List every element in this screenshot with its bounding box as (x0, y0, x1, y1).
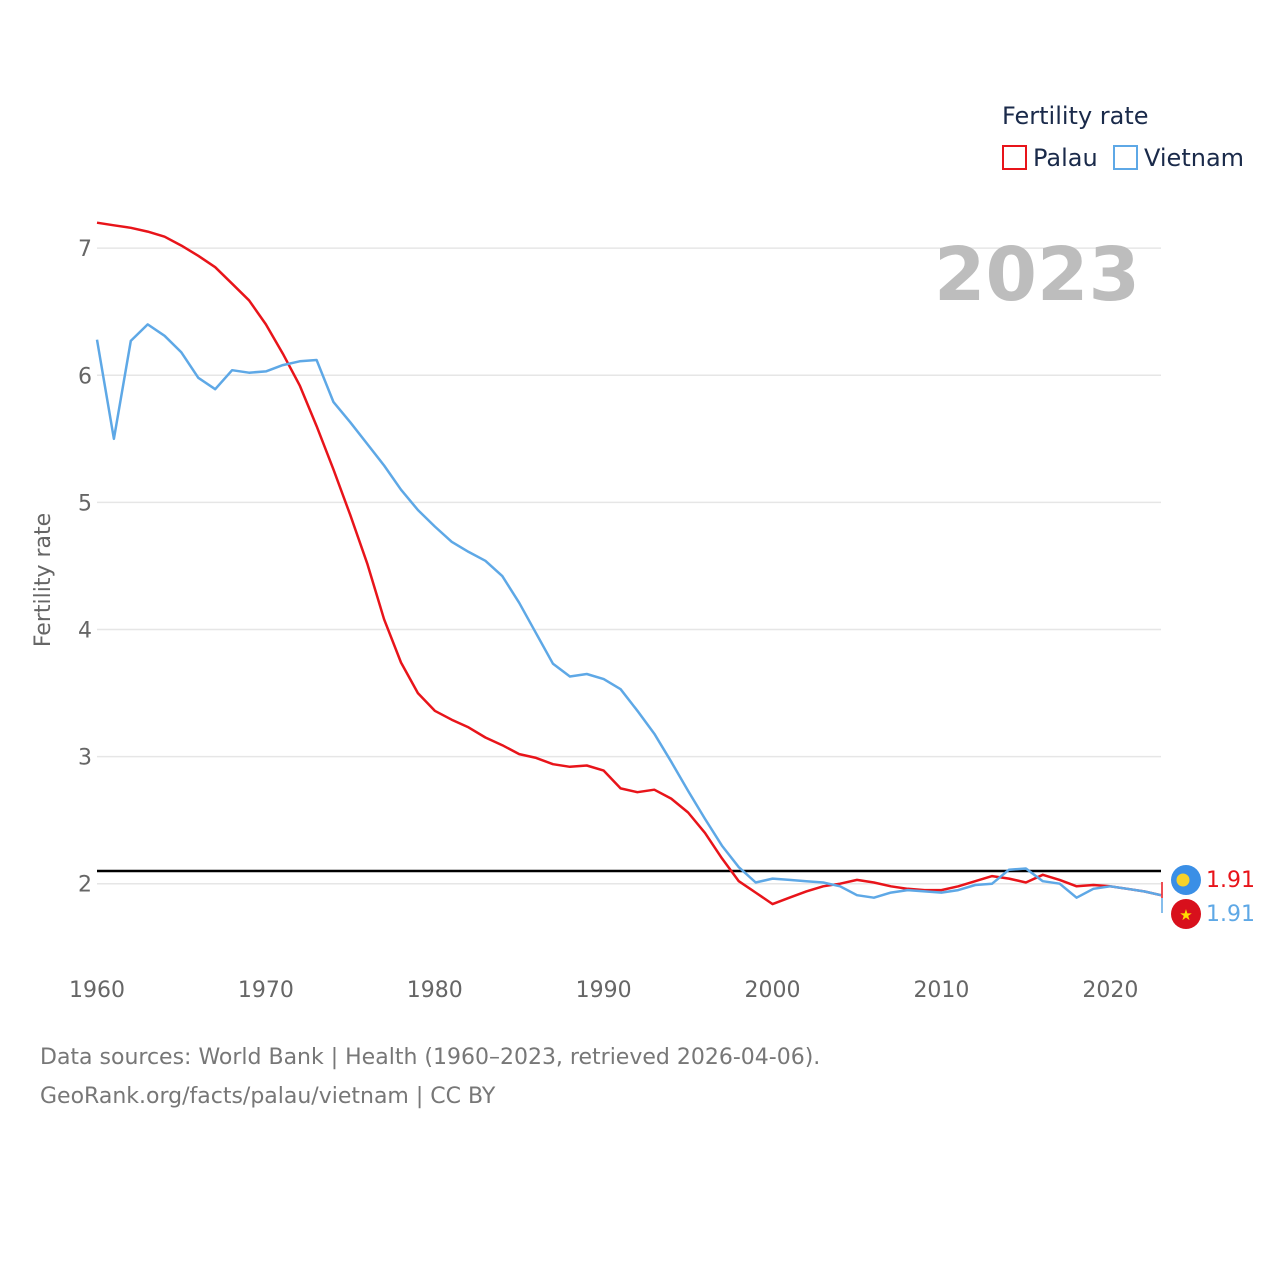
x-tick-1990: 1990 (576, 978, 632, 1003)
legend-swatch-vietnam[interactable] (1113, 145, 1138, 170)
year-watermark: 2023 (934, 232, 1140, 318)
y-axis-label: Fertility rate (31, 513, 56, 647)
series-line-palau (96, 221, 1162, 906)
vietnam-end-value: 1.91 (1206, 902, 1255, 927)
x-tick-1960: 1960 (69, 978, 125, 1003)
grid-lines (97, 247, 1161, 885)
palau-end-value: 1.91 (1206, 868, 1255, 893)
x-tick-2010: 2010 (913, 978, 969, 1003)
series-line-vietnam (95, 323, 1162, 899)
y-tick-3: 3 (78, 746, 92, 771)
attribution-link[interactable]: GeoRank.org/facts/palau/vietnam | CC BY (40, 1084, 496, 1109)
legend[interactable]: Fertility rate Palau Vietnam (1002, 102, 1244, 172)
y-tick-5: 5 (78, 491, 92, 516)
legend-label-vietnam[interactable]: Vietnam (1144, 144, 1244, 172)
y-axis-ticks: 2 3 4 5 6 7 (78, 237, 92, 898)
end-markers: ★ 1.91 1.91 (1161, 865, 1255, 929)
vietnam-flag-icon: ★ (1171, 899, 1201, 929)
svg-text:★: ★ (1179, 906, 1192, 924)
x-tick-2020: 2020 (1082, 978, 1138, 1003)
x-axis-ticks: 1960 1970 1980 1990 2000 2010 2020 (69, 978, 1138, 1003)
x-tick-2000: 2000 (745, 978, 801, 1003)
y-tick-4: 4 (78, 618, 92, 643)
legend-swatch-palau[interactable] (1002, 145, 1027, 170)
series-lines (95, 221, 1162, 906)
palau-flag-icon (1171, 865, 1201, 895)
y-tick-2: 2 (78, 873, 92, 898)
x-tick-1970: 1970 (238, 978, 294, 1003)
data-sources-note: Data sources: World Bank | Health (1960–… (40, 1045, 821, 1070)
legend-label-palau[interactable]: Palau (1033, 144, 1098, 172)
y-tick-6: 6 (78, 364, 92, 389)
x-tick-1980: 1980 (407, 978, 463, 1003)
y-tick-7: 7 (78, 237, 92, 262)
legend-title: Fertility rate (1002, 102, 1149, 130)
